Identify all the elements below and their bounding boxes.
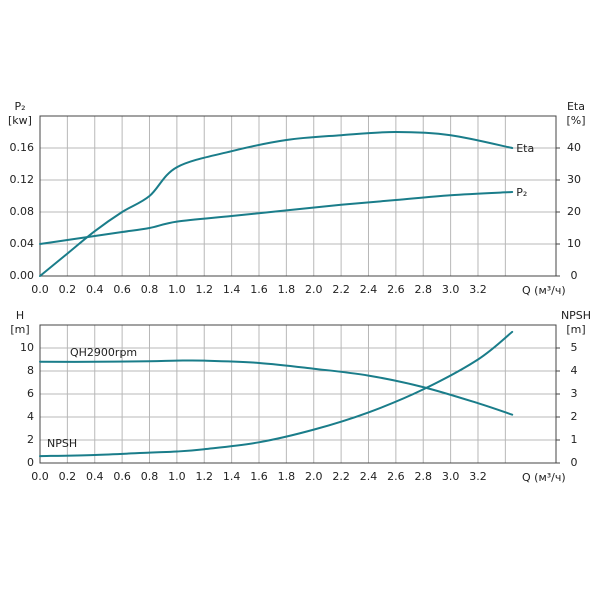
x-tick-label: 1.8 — [278, 470, 296, 483]
y2-tick-label: 30 — [567, 173, 581, 186]
series-line — [39, 130, 514, 277]
plot-frame — [39, 324, 557, 464]
x-tick-label: 2.8 — [414, 283, 432, 296]
x-tick-label: 0.8 — [141, 283, 159, 296]
y-tick-label: 2 — [27, 433, 34, 446]
x-tick-label: 1.4 — [223, 470, 241, 483]
x-tick-label: 2.2 — [332, 283, 350, 296]
x-tick-label: 0.6 — [113, 470, 131, 483]
y-axis-label: [m] — [10, 323, 29, 336]
x-tick-label: 0.2 — [59, 283, 77, 296]
x-tick-label: 0.4 — [86, 470, 104, 483]
x-tick-label: 1.4 — [223, 283, 241, 296]
x-tick-label: 3.0 — [442, 283, 460, 296]
x-tick-label: 3.2 — [469, 470, 487, 483]
y-tick-label: 10 — [20, 341, 34, 354]
x-tick-label: 0.8 — [141, 470, 159, 483]
x-tick-label: 0.0 — [31, 470, 49, 483]
y2-tick-label: 0 — [571, 456, 578, 469]
x-tick-label: 2.0 — [305, 283, 323, 296]
series-label: NPSH — [47, 437, 77, 450]
x-tick-label: 2.2 — [332, 470, 350, 483]
series-label: QH2900rpm — [70, 346, 137, 359]
y2-axis-label: [m] — [566, 323, 585, 336]
y2-tick-label: 40 — [567, 141, 581, 154]
x-tick-label: 3.2 — [469, 283, 487, 296]
x-tick-label: 0.4 — [86, 283, 104, 296]
x-tick-label: 3.0 — [442, 470, 460, 483]
x-tick-label: 0.6 — [113, 283, 131, 296]
y-axis-label: H — [16, 309, 24, 322]
y2-tick-label: 4 — [571, 364, 578, 377]
y-axis-label: P₂ — [14, 100, 25, 113]
y-tick-label: 6 — [27, 387, 34, 400]
x-axis-label: Q (м³/ч) — [522, 471, 566, 484]
y2-tick-label: 2 — [571, 410, 578, 423]
x-tick-label: 2.4 — [360, 283, 378, 296]
series-line — [39, 359, 514, 416]
y2-tick-label: 1 — [571, 433, 578, 446]
x-tick-label: 1.0 — [168, 470, 186, 483]
x-tick-label: 1.2 — [195, 470, 213, 483]
x-tick-label: 2.0 — [305, 470, 323, 483]
y-tick-label: 0.00 — [10, 269, 35, 282]
series-label: P₂ — [516, 186, 527, 199]
y-tick-label: 0 — [27, 456, 34, 469]
y2-tick-label: 0 — [571, 269, 578, 282]
x-tick-label: 0.0 — [31, 283, 49, 296]
x-tick-label: 1.6 — [250, 470, 268, 483]
series-line — [39, 191, 514, 245]
x-tick-label: 2.6 — [387, 283, 405, 296]
x-tick-label: 2.8 — [414, 470, 432, 483]
x-tick-label: 1.0 — [168, 283, 186, 296]
y2-axis-label: [%] — [566, 114, 585, 127]
y2-tick-label: 5 — [571, 341, 578, 354]
series-line — [39, 330, 514, 458]
y-tick-label: 0.12 — [10, 173, 35, 186]
y-tick-label: 0.08 — [10, 205, 35, 218]
x-axis-label: Q (м³/ч) — [522, 284, 566, 297]
y2-tick-label: 20 — [567, 205, 581, 218]
y-tick-label: 0.16 — [10, 141, 35, 154]
x-tick-label: 1.8 — [278, 283, 296, 296]
y-tick-label: 8 — [27, 364, 34, 377]
x-tick-label: 0.2 — [59, 470, 77, 483]
y-tick-label: 0.04 — [10, 237, 35, 250]
x-tick-label: 2.6 — [387, 470, 405, 483]
y2-axis-label: NPSH — [561, 309, 591, 322]
y2-axis-label: Eta — [567, 100, 585, 113]
series-label: Eta — [516, 142, 534, 155]
x-tick-label: 1.6 — [250, 283, 268, 296]
plot-frame — [39, 115, 557, 277]
y2-tick-label: 10 — [567, 237, 581, 250]
y2-tick-label: 3 — [571, 387, 578, 400]
x-tick-label: 2.4 — [360, 470, 378, 483]
x-tick-label: 1.2 — [195, 283, 213, 296]
y-tick-label: 4 — [27, 410, 34, 423]
y-axis-label: [kw] — [8, 114, 32, 127]
